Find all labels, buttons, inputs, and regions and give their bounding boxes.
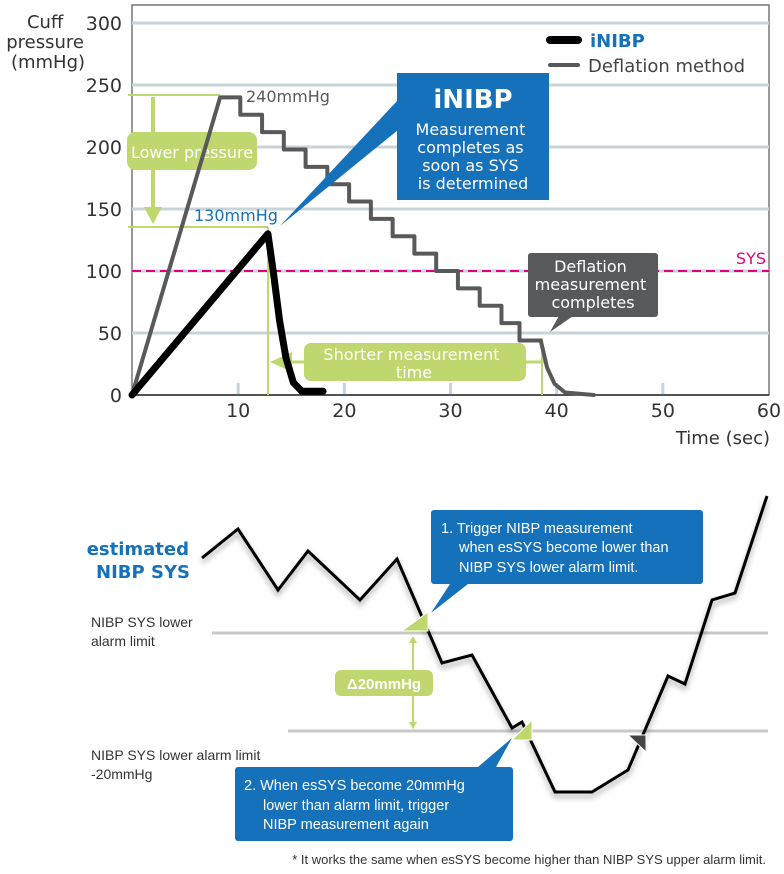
footnote: * It works the same when esSYS become hi… <box>292 852 766 867</box>
lower-pressure-label: Lower pressure <box>131 143 253 162</box>
sys-label: SYS <box>736 249 766 268</box>
x-tick-label: 30 <box>438 400 462 422</box>
delta-box <box>335 670 433 696</box>
y-tick-label: 50 <box>98 323 122 345</box>
deflation-callout-text: Deflation measurement completes <box>535 257 652 312</box>
arrow-down-icon <box>144 207 162 224</box>
arrow-up-icon <box>409 636 417 643</box>
arrow-down-icon <box>409 722 417 729</box>
upper-limit-label: NIBP SYS lower alarm limit <box>91 614 197 649</box>
peak-deflation-label: 240mmHg <box>246 87 330 106</box>
lower-limit-label: NIBP SYS lower alarm limit -20mmHg <box>91 747 264 782</box>
shorter-time-box <box>304 343 526 381</box>
y-tick-label: 100 <box>86 261 122 283</box>
callout-2 <box>235 767 513 841</box>
x-tick-label: 20 <box>332 400 356 422</box>
legend-label-deflation: Deflation method <box>588 56 745 77</box>
x-tick-label: 50 <box>651 400 675 422</box>
series-line-deflation-method <box>130 95 596 397</box>
y-tick-label: 150 <box>86 199 122 221</box>
series-line-inibp <box>128 230 327 399</box>
legend: iNIBP Deflation method <box>546 31 745 77</box>
cuff-pressure-chart: 10 20 30 40 50 60 0 50 100 150 200 250 300 Cuff pre… <box>6 4 781 449</box>
trigger-marker-2 <box>510 718 533 741</box>
y-tick-label: 300 <box>86 13 122 35</box>
inibp-callout-title: iNIBP <box>433 85 512 115</box>
deflation-callout-tail <box>550 314 576 332</box>
inibp-callout <box>397 73 549 200</box>
legend-label-inibp: iNIBP <box>590 31 645 52</box>
alarm-trigger-diagram: estimated NIBP SYS NIBP SYS lower alarm … <box>87 495 769 867</box>
y-tick-label: 250 <box>86 75 122 97</box>
callout-2-text: 2. When esSYS become 20mmHg lower than a… <box>244 778 469 833</box>
lower-pressure-box <box>127 132 257 170</box>
callout1-tail <box>431 584 468 613</box>
callout-1-text: 1. Trigger NIBP measurement when esSYS b… <box>441 521 673 576</box>
delta-label: Δ20mmHg <box>347 676 421 693</box>
y-tick-label: 0 <box>110 385 122 407</box>
y-tick-label: 200 <box>86 137 122 159</box>
x-tick-label: 10 <box>226 400 250 422</box>
estimated-sys-line <box>201 495 769 794</box>
inibp-callout-tail <box>280 100 398 226</box>
y-axis-label: Cuff pressure (mmHg) <box>6 12 89 73</box>
callout2-tail <box>478 738 512 767</box>
inibp-callout-text: Measurement completes as soon as SYS is … <box>416 120 531 193</box>
x-axis-label: Time (sec) <box>675 428 770 449</box>
end-marker <box>626 734 647 754</box>
deflation-callout <box>528 253 658 317</box>
shorter-time-label: Shorter measurement time <box>323 345 504 382</box>
trigger-marker-1 <box>400 611 429 632</box>
x-tick-label: 60 <box>757 400 781 422</box>
callout-1 <box>431 510 703 584</box>
peak-inibp-label: 130mmHg <box>194 206 278 225</box>
x-tick-label: 40 <box>545 400 569 422</box>
estimated-sys-label: estimated NIBP SYS <box>87 539 196 583</box>
